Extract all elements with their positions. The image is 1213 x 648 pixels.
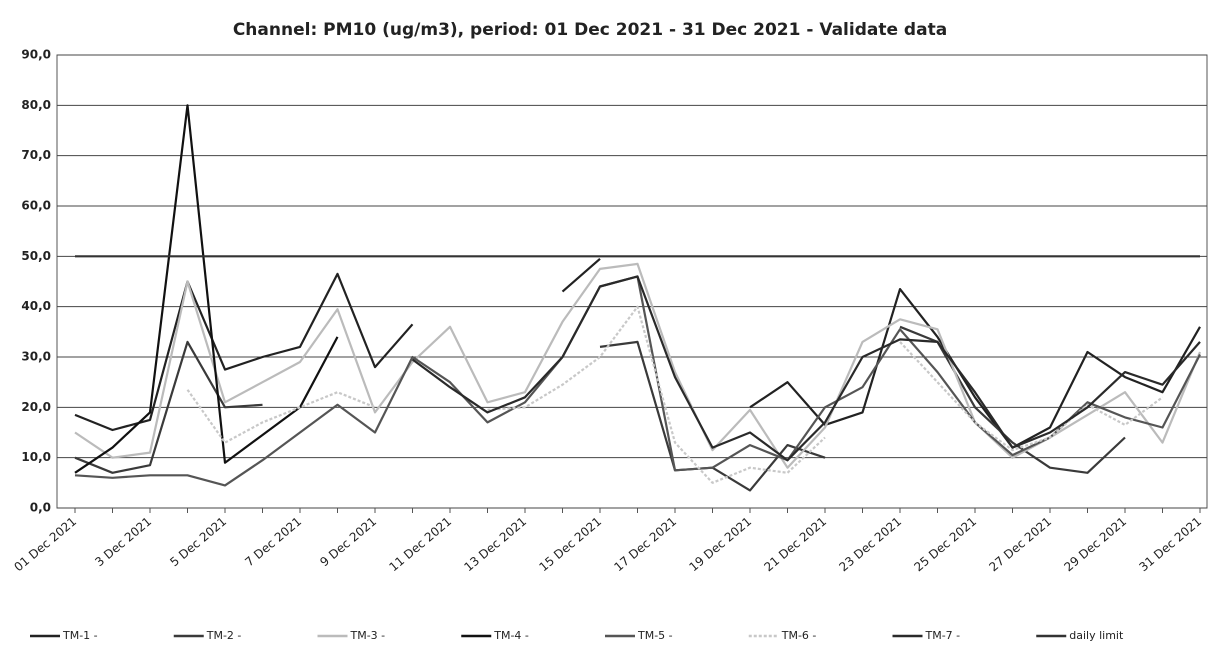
x-tick-label: 9 Dec 2021 [317, 514, 379, 569]
y-tick-label: 20,0 [21, 400, 51, 414]
x-tick-label: 01 Dec 2021 [11, 514, 79, 574]
x-tick-label: 13 Dec 2021 [461, 514, 529, 574]
y-tick-label: 30,0 [21, 350, 51, 364]
legend-label: TM-7 - [925, 629, 961, 642]
legend: TM-1 - TM-2 - TM-3 - TM-4 - TM-5 - TM-6 - TM-7… [30, 629, 1124, 642]
series-line [74, 104, 339, 474]
x-tick-label: 25 Dec 2021 [911, 514, 979, 574]
x-tick-label: 29 Dec 2021 [1061, 514, 1129, 574]
series-line [74, 262, 1202, 469]
x-tick-label: 21 Dec 2021 [761, 514, 829, 574]
series-line [186, 305, 1164, 484]
plot-area [56, 54, 1208, 509]
legend-label: TM-6 - [781, 629, 817, 642]
legend-label: TM-3 - [350, 629, 386, 642]
x-tick-label: 11 Dec 2021 [386, 514, 454, 574]
x-tick-label: 27 Dec 2021 [986, 514, 1054, 574]
legend-label: TM-1 - [62, 629, 98, 642]
x-tick-label: 19 Dec 2021 [686, 514, 754, 574]
y-tick-label: 40,0 [21, 299, 51, 313]
x-tick-label: 7 Dec 2021 [242, 514, 304, 569]
x-tick-label: 3 Dec 2021 [92, 514, 154, 569]
x-tick-label: 17 Dec 2021 [611, 514, 679, 574]
y-tick-label: 0,0 [30, 501, 51, 515]
legend-label: TM-5 - [637, 629, 673, 642]
x-tick-label: 31 Dec 2021 [1136, 514, 1204, 574]
y-tick-label: 10,0 [21, 450, 51, 464]
y-tick-label: 70,0 [21, 148, 51, 162]
legend-label: daily limit [1069, 629, 1124, 642]
y-tick-label: 60,0 [21, 199, 51, 213]
chart-title: Channel: PM10 (ug/m3), period: 01 Dec 20… [233, 20, 947, 40]
x-tick-label: 5 Dec 2021 [167, 514, 229, 569]
y-tick-label: 90,0 [21, 48, 51, 62]
legend-label: TM-2 - [206, 629, 242, 642]
y-tick-label: 50,0 [21, 249, 51, 263]
legend-label: TM-4 - [493, 629, 529, 642]
x-tick-label: 15 Dec 2021 [536, 514, 604, 574]
x-tick-label: 23 Dec 2021 [836, 514, 904, 574]
y-tick-label: 80,0 [21, 98, 51, 112]
series-line [411, 275, 1201, 462]
